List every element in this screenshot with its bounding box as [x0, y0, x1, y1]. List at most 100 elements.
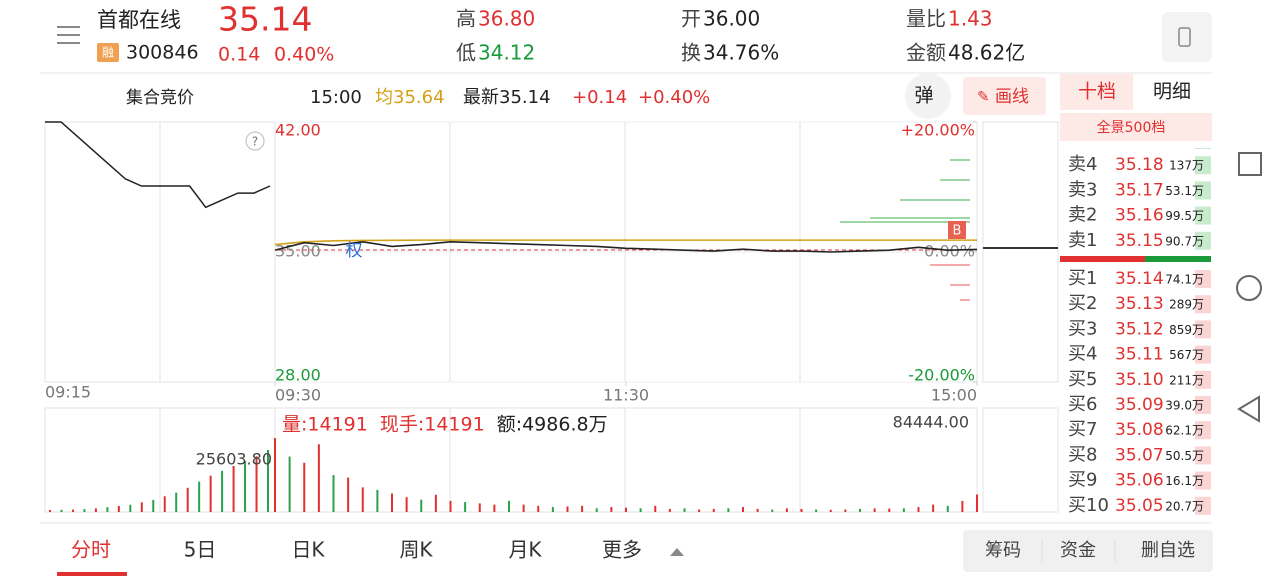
- level-price: 35.16: [1115, 206, 1164, 226]
- bottom-button[interactable]: 资金: [1060, 540, 1096, 561]
- volume-bar: [420, 499, 423, 512]
- volume-bar: [537, 505, 540, 512]
- volume-bar: [698, 509, 701, 512]
- level-price: 35.11: [1115, 345, 1164, 365]
- volume-bar: [902, 508, 905, 512]
- pop-button[interactable]: [905, 73, 951, 119]
- level-price: 35.13: [1115, 294, 1164, 314]
- price-line: [274, 239, 977, 246]
- volume-bar: [712, 508, 715, 512]
- depth-bar: [1195, 270, 1211, 288]
- draw-button[interactable]: [963, 77, 1046, 115]
- bottom-tab[interactable]: 日K: [291, 538, 325, 562]
- bottom-tab[interactable]: 分时: [71, 538, 111, 562]
- bottom-tab[interactable]: 更多: [602, 538, 642, 562]
- level-price: 35.06: [1115, 471, 1164, 491]
- auction-volume-bar: [186, 487, 189, 512]
- level-price: 35.19: [1115, 130, 1164, 150]
- level-volume: 567万: [1169, 348, 1204, 362]
- stat-label: 高: [456, 7, 476, 31]
- volume-bar: [317, 444, 320, 512]
- volume-bar: [932, 504, 935, 512]
- volume-bar: [551, 507, 554, 512]
- volume-info: 额:4986.8万: [497, 414, 608, 436]
- level-label: 卖4: [1068, 154, 1097, 175]
- volume-bar: [859, 508, 861, 512]
- level-volume: 90.7万: [1165, 234, 1204, 248]
- bottom-button[interactable]: 删自选: [1141, 540, 1195, 561]
- depth-bar: [1195, 471, 1211, 490]
- level-price: 35.15: [1115, 231, 1164, 251]
- bottom-tab[interactable]: 月K: [508, 538, 542, 562]
- depth-bar: [1195, 156, 1211, 175]
- level-price: 35.18: [1115, 155, 1164, 175]
- pen-icon: ✎: [977, 88, 990, 106]
- volume-bar: [595, 508, 598, 512]
- volume-info: 量:14191: [282, 414, 368, 436]
- auction-volume-bar: [175, 492, 178, 512]
- nav-recent[interactable]: [1238, 152, 1262, 176]
- help-icon[interactable]: [245, 131, 265, 151]
- level-volume: 39.0万: [1165, 399, 1204, 413]
- volume-bar: [332, 475, 335, 512]
- badge: 融: [102, 46, 114, 60]
- nav-home[interactable]: [1236, 275, 1262, 301]
- bid-ratio: [1060, 256, 1145, 262]
- depth-bar: [1195, 396, 1211, 414]
- y-tick-label: 42.00: [275, 121, 321, 140]
- panorama[interactable]: 全景500档: [1097, 119, 1166, 136]
- volume-bar: [434, 494, 437, 512]
- buy-marker: B: [953, 224, 962, 239]
- change-pct: 0.40%: [274, 44, 334, 66]
- draw-label: 画线: [995, 87, 1029, 107]
- auction-volume-bar: [267, 450, 269, 512]
- y2-tick-label: 0.00%: [924, 242, 975, 261]
- volume-bar: [654, 505, 657, 512]
- bottom-button[interactable]: 筹码: [985, 540, 1021, 561]
- tab[interactable]: 明细: [1153, 81, 1191, 103]
- auction-volume-bar: [60, 509, 63, 512]
- nav-back[interactable]: [1237, 395, 1260, 423]
- depth-bar: [1195, 370, 1211, 389]
- volume-bar: [449, 500, 452, 512]
- info-change: +0.14: [572, 87, 627, 108]
- level-price: 35.08: [1115, 420, 1164, 440]
- ask-ratio: [1145, 256, 1211, 262]
- x-tick-label: 09:30: [275, 386, 321, 405]
- depth-bar: [1195, 446, 1211, 465]
- volume-bar: [376, 489, 379, 512]
- auction-volume-bar: [129, 504, 132, 512]
- volume-bar: [361, 487, 364, 512]
- level-label: 买3: [1068, 318, 1097, 339]
- info-change-pct: +0.40%: [638, 87, 710, 108]
- volume-tick-label: 84444.00: [893, 413, 969, 432]
- pop-label: 弹: [914, 85, 933, 107]
- level-volume: 289万: [1169, 298, 1204, 312]
- y2-tick-label: +20.00%: [901, 121, 975, 140]
- depth-bar: [1195, 181, 1211, 200]
- avg: 均35.64: [375, 87, 445, 108]
- volume-bar: [683, 508, 686, 512]
- level-volume: 53.1万: [1165, 184, 1204, 198]
- level-label: 买10: [1068, 495, 1109, 516]
- volume-bar: [522, 504, 525, 512]
- level-volume: 20.7万: [1165, 499, 1204, 513]
- bottom-tab[interactable]: 5日: [184, 538, 217, 562]
- level-price: 35.17: [1115, 180, 1164, 200]
- depth-bar: [1195, 295, 1211, 314]
- volume-bar: [391, 493, 393, 512]
- auction-volume-bar: [140, 502, 143, 512]
- bottom-tab[interactable]: 周K: [399, 538, 433, 562]
- help-mark: ?: [252, 135, 258, 149]
- menu-icon[interactable]: [57, 26, 80, 44]
- tab[interactable]: 十档: [1078, 81, 1116, 103]
- phone-button[interactable]: [1162, 12, 1212, 62]
- level-label: 卖3: [1068, 179, 1097, 200]
- y-tick-label: 28.00: [275, 366, 321, 385]
- rights-marker[interactable]: 权: [346, 241, 363, 261]
- volume-bar: [478, 503, 481, 512]
- level-label: 买2: [1068, 293, 1097, 314]
- volume-bar: [946, 505, 949, 512]
- volume-bar: [976, 494, 978, 512]
